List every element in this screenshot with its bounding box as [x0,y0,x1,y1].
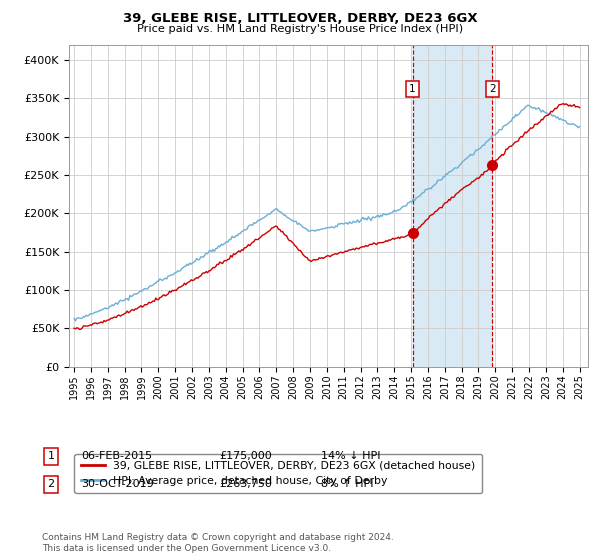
Text: 06-FEB-2015: 06-FEB-2015 [81,451,152,461]
Text: 1: 1 [47,451,55,461]
Legend: 39, GLEBE RISE, LITTLEOVER, DERBY, DE23 6GX (detached house), HPI: Average price: 39, GLEBE RISE, LITTLEOVER, DERBY, DE23 … [74,454,482,493]
Text: £263,750: £263,750 [219,479,272,489]
Text: Price paid vs. HM Land Registry's House Price Index (HPI): Price paid vs. HM Land Registry's House … [137,24,463,34]
Text: 39, GLEBE RISE, LITTLEOVER, DERBY, DE23 6GX: 39, GLEBE RISE, LITTLEOVER, DERBY, DE23 … [122,12,478,25]
Text: 2: 2 [47,479,55,489]
Text: 8% ↑ HPI: 8% ↑ HPI [321,479,373,489]
Text: 14% ↓ HPI: 14% ↓ HPI [321,451,380,461]
Text: 2: 2 [489,84,496,94]
Text: 30-OCT-2019: 30-OCT-2019 [81,479,154,489]
Text: 1: 1 [409,84,416,94]
Text: Contains HM Land Registry data © Crown copyright and database right 2024.
This d: Contains HM Land Registry data © Crown c… [42,533,394,553]
Text: £175,000: £175,000 [219,451,272,461]
Bar [413,45,493,367]
